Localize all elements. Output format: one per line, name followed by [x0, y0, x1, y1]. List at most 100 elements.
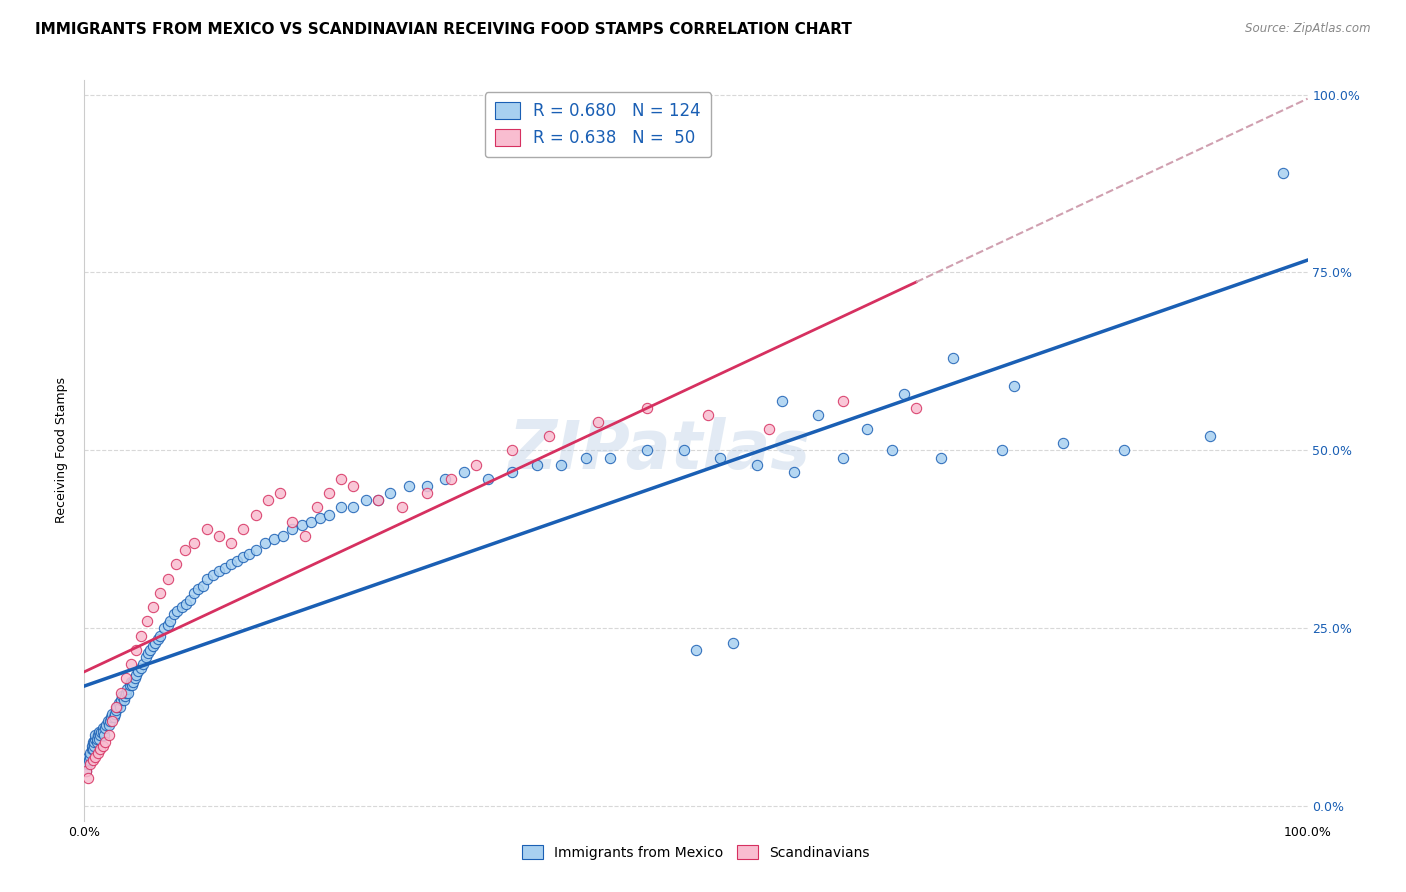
Point [112, 692, 135, 706]
Point [125, 667, 148, 681]
Point [132, 657, 155, 671]
Point [96, 717, 118, 731]
Point [191, 579, 214, 593]
Point [880, 443, 903, 458]
Point [942, 351, 965, 365]
Point [538, 429, 561, 443]
Point [91, 724, 114, 739]
Point [770, 393, 793, 408]
Point [1114, 443, 1136, 458]
Point [107, 696, 129, 710]
Point [309, 511, 332, 525]
Point [434, 472, 457, 486]
Point [84, 731, 107, 746]
Point [391, 500, 413, 515]
Point [129, 629, 152, 643]
Point [139, 642, 162, 657]
Point [299, 515, 322, 529]
Point [1198, 429, 1220, 443]
Point [453, 465, 475, 479]
Point [83, 735, 105, 749]
Point [101, 706, 124, 721]
Point [82, 753, 104, 767]
Point [550, 458, 572, 472]
Point [183, 536, 205, 550]
Point [120, 674, 142, 689]
Point [115, 671, 138, 685]
Point [281, 522, 304, 536]
Point [89, 742, 111, 756]
Point [599, 450, 621, 465]
Point [195, 522, 218, 536]
Point [758, 422, 780, 436]
Point [79, 756, 101, 771]
Point [136, 646, 159, 660]
Point [87, 724, 110, 739]
Point [398, 479, 420, 493]
Point [91, 739, 114, 753]
Text: IMMIGRANTS FROM MEXICO VS SCANDINAVIAN RECEIVING FOOD STAMPS CORRELATION CHART: IMMIGRANTS FROM MEXICO VS SCANDINAVIAN R… [35, 22, 852, 37]
Point [156, 618, 179, 632]
Point [219, 536, 242, 550]
Point [477, 472, 499, 486]
Point [318, 486, 340, 500]
Point [281, 515, 304, 529]
Point [80, 739, 103, 753]
Point [271, 529, 294, 543]
Point [108, 699, 131, 714]
Point [232, 550, 254, 565]
Legend: Immigrants from Mexico, Scandinavians: Immigrants from Mexico, Scandinavians [516, 839, 876, 865]
Point [672, 443, 695, 458]
Point [142, 639, 165, 653]
Point [105, 699, 128, 714]
Point [697, 408, 720, 422]
Point [79, 749, 101, 764]
Point [416, 479, 439, 493]
Point [80, 742, 103, 756]
Point [83, 739, 105, 753]
Point [257, 493, 280, 508]
Point [173, 543, 195, 558]
Point [929, 450, 952, 465]
Point [342, 479, 364, 493]
Point [245, 508, 267, 522]
Point [94, 735, 117, 749]
Point [110, 685, 132, 699]
Point [86, 735, 108, 749]
Point [208, 529, 231, 543]
Point [127, 664, 149, 678]
Point [831, 393, 853, 408]
Point [807, 408, 830, 422]
Point [1002, 379, 1025, 393]
Point [232, 522, 254, 536]
Point [187, 582, 209, 597]
Point [90, 724, 112, 739]
Point [575, 450, 598, 465]
Point [636, 443, 658, 458]
Point [87, 728, 110, 742]
Point [179, 593, 201, 607]
Point [104, 706, 127, 721]
Point [84, 749, 107, 764]
Point [354, 493, 377, 508]
Point [75, 764, 97, 778]
Point [77, 749, 100, 764]
Point [166, 604, 188, 618]
Point [97, 714, 120, 728]
Point [174, 597, 197, 611]
Text: ZIPatlas: ZIPatlas [509, 417, 810, 483]
Point [380, 486, 402, 500]
Point [75, 764, 97, 778]
Point [146, 632, 169, 646]
Point [214, 561, 236, 575]
Point [464, 458, 486, 472]
Point [143, 635, 166, 649]
Point [87, 746, 110, 760]
Point [87, 731, 110, 746]
Point [97, 717, 120, 731]
Point [330, 472, 353, 486]
Y-axis label: Receiving Food Stamps: Receiving Food Stamps [55, 377, 69, 524]
Point [367, 493, 389, 508]
Point [342, 500, 364, 515]
Point [111, 689, 134, 703]
